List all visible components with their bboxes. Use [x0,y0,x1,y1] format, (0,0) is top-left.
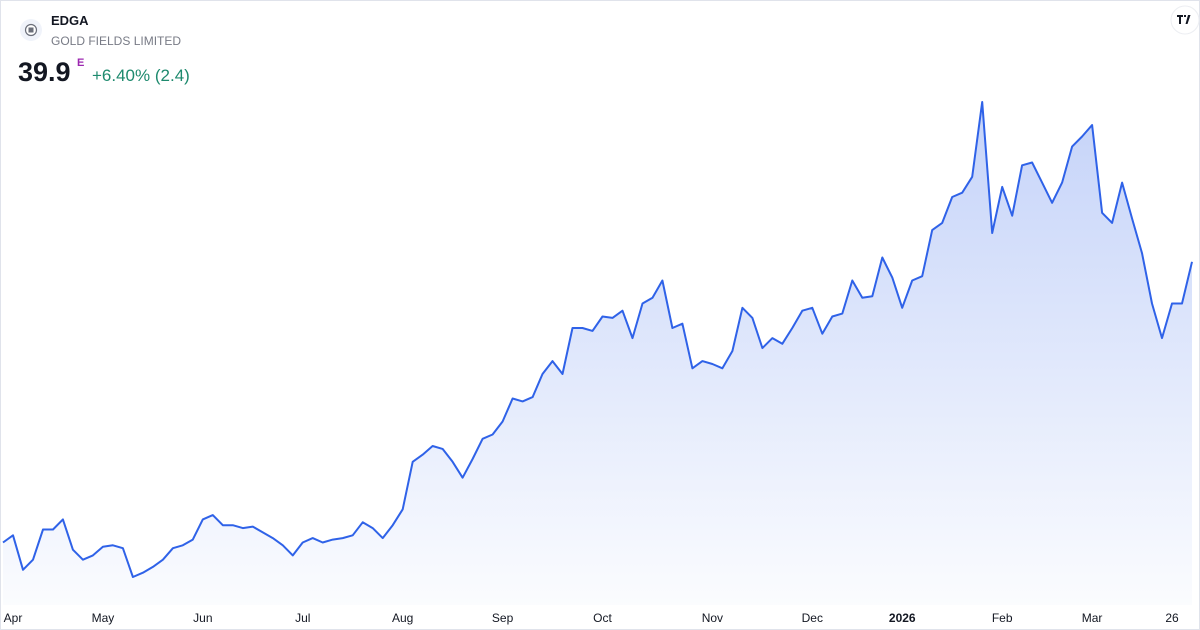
x-tick-label: Jun [193,611,212,625]
x-tick-label: 26 [1165,611,1179,625]
brand-logo[interactable] [1170,5,1200,35]
price-flag: E [77,57,84,69]
symbol-logo [20,19,42,41]
x-tick-label: May [92,611,115,625]
x-tick-label: Mar [1082,611,1103,625]
x-tick-label: Feb [992,611,1013,625]
x-tick-label: Sep [492,611,514,625]
area-fill [3,102,1192,605]
x-tick-label: 2026 [889,611,916,625]
company-name: GOLD FIELDS LIMITED [51,34,181,48]
price-line [2,101,1193,578]
plot-area: Apr May Jun Jul Aug Sep Oct Nov Dec 2026 Feb Mar 26 [2,101,1193,625]
x-tick-label: Dec [802,611,823,625]
x-tick-label: Apr [4,611,23,625]
x-tick-label: Jul [295,611,310,625]
price-change: +6.40% (2.4) [92,66,190,85]
x-tick-label: Nov [702,611,723,625]
x-tick-label: Oct [593,611,612,625]
x-tick-label: Aug [392,611,413,625]
last-price: 39.9 [18,57,71,87]
symbol: EDGA [51,13,89,28]
